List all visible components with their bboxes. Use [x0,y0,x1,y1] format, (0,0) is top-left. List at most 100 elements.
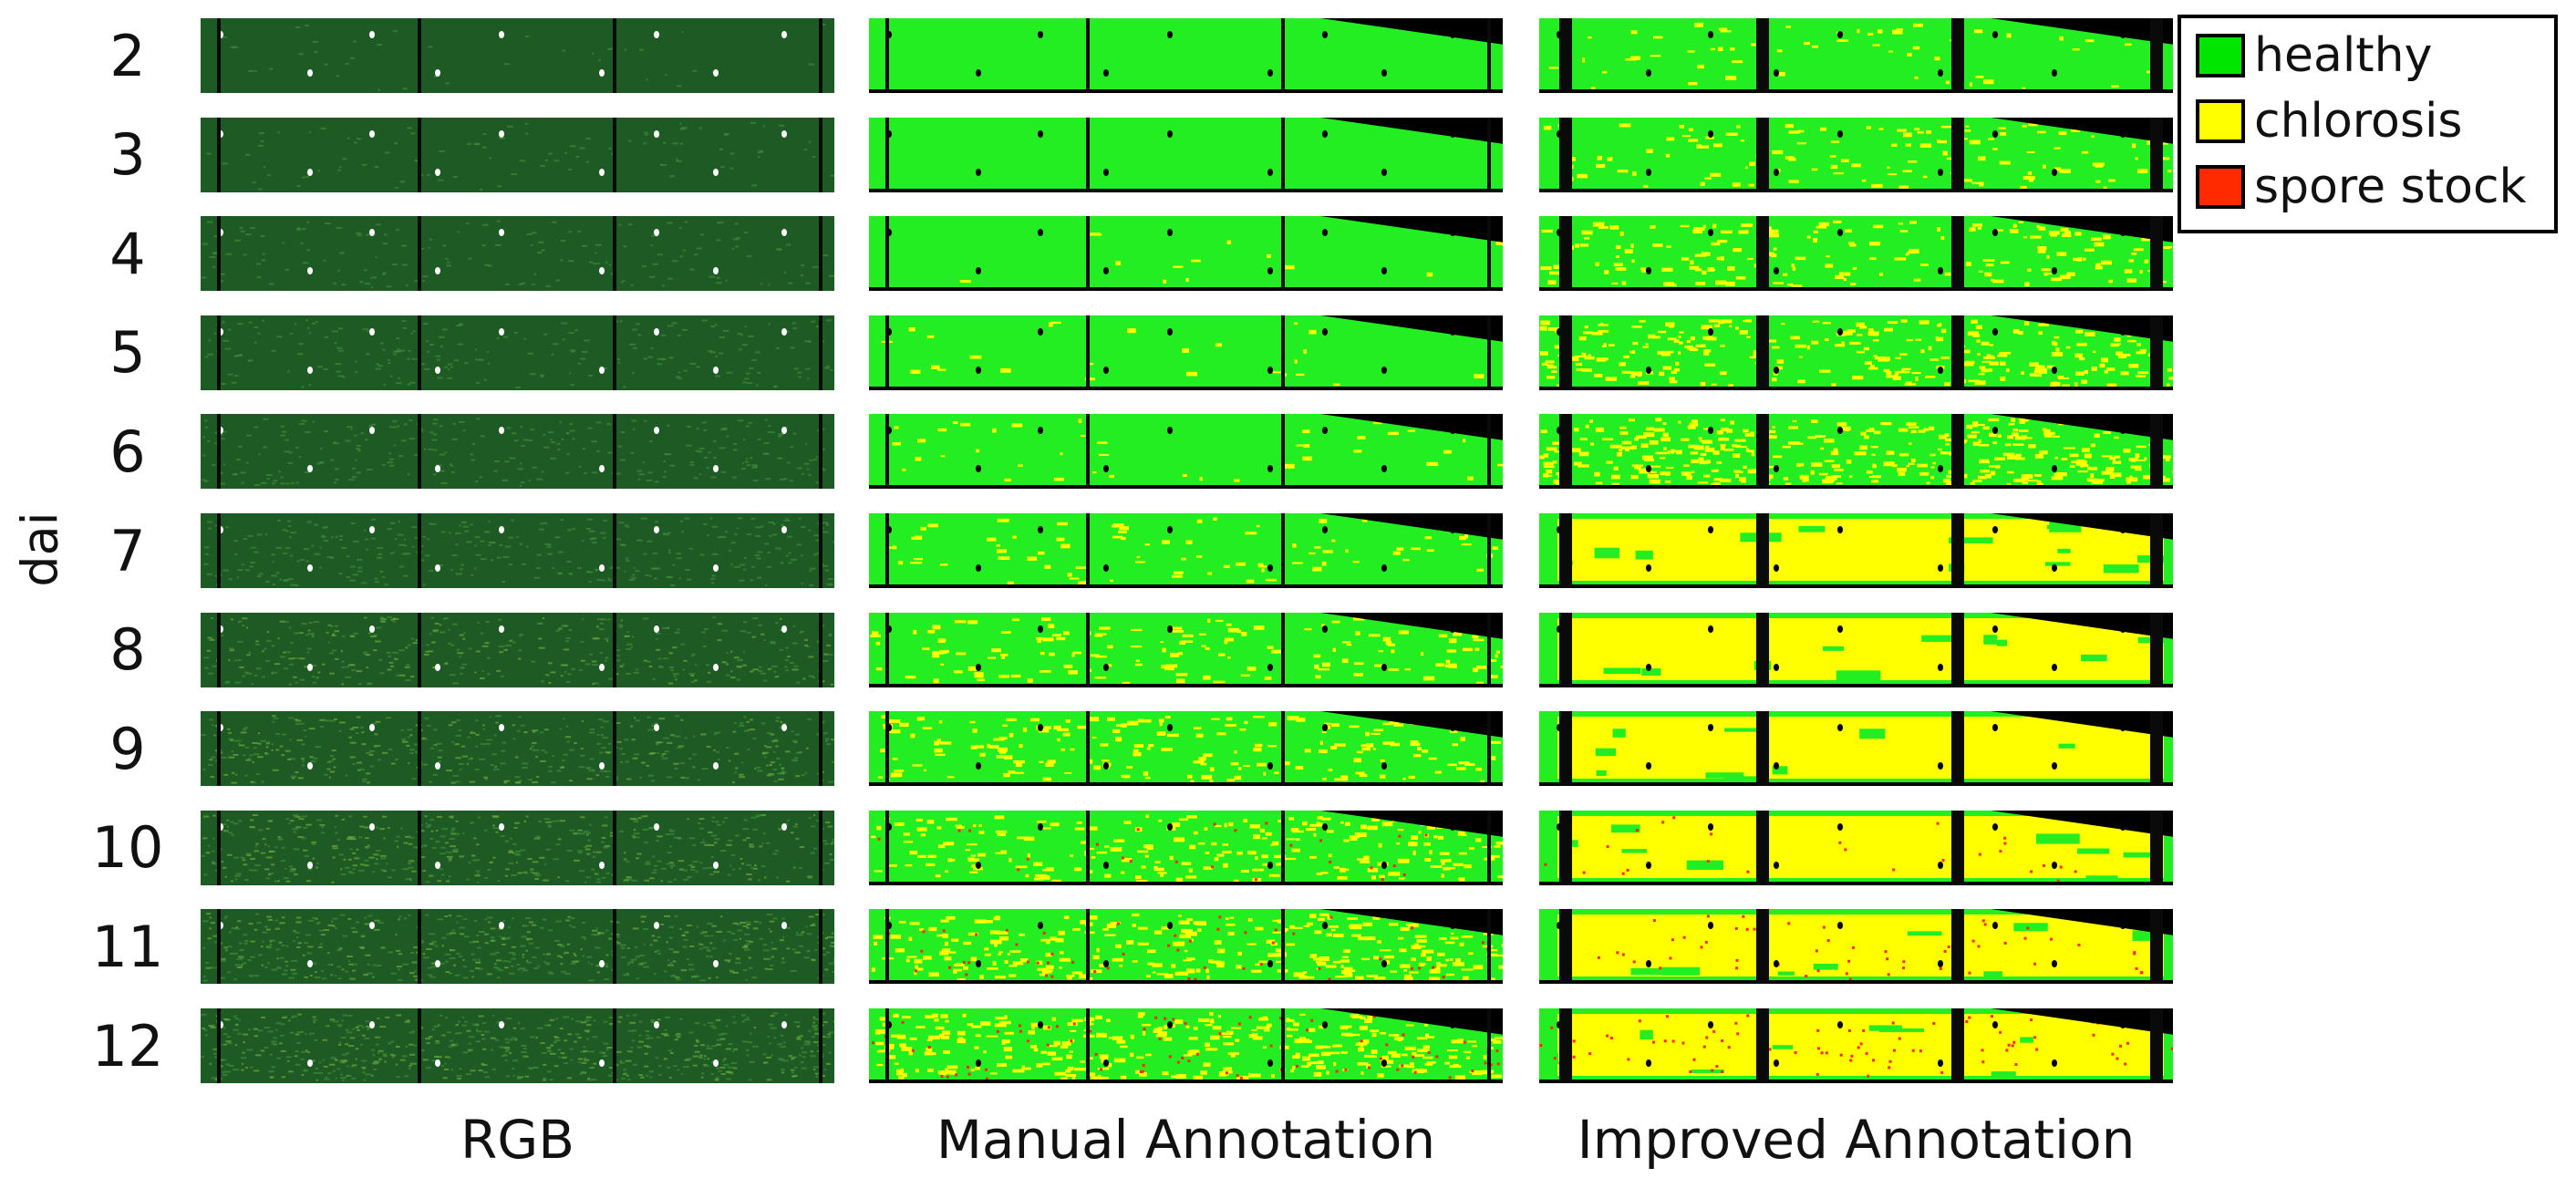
leaf-texture [700,1072,705,1075]
segment-separator [217,513,221,588]
leaf-texture [372,1053,376,1056]
leaf-texture [807,377,810,380]
marker-dot [1267,663,1273,671]
leaf-texture [484,641,490,644]
chlorosis-speck [916,818,924,822]
leaf-texture [714,324,718,326]
leaf-body [201,117,834,192]
leaf-texture [209,916,212,919]
segment-separator [885,414,889,490]
marker-dot [307,465,313,473]
leaf-texture [608,937,613,940]
leaf-texture [489,156,491,159]
leaf-texture [742,839,747,842]
chlorosis-speck [1453,631,1463,636]
leaf-texture [481,1022,487,1025]
leaf-texture [284,961,288,964]
leaf-texture [352,970,357,973]
leaf-texture [698,943,701,946]
leaf-texture [717,622,723,625]
leaf-texture [264,752,268,755]
leaf-texture [295,936,299,939]
leaf-texture [701,421,708,424]
leaf-texture [779,648,783,651]
leaf-texture [336,227,342,230]
leaf-texture [353,40,357,43]
leaf-texture [468,257,472,260]
leaf-texture [334,441,336,444]
leaf-texture [707,671,711,674]
chlorosis-speck [1045,966,1054,970]
row-label: 10 [91,814,164,882]
segment-separator [1086,711,1090,787]
leaf-texture [804,367,811,370]
leaf-texture [803,463,810,466]
chlorosis-speck [1318,667,1330,670]
leaf-texture [497,184,502,187]
leaf-texture [234,1044,238,1047]
chlorosis-speck [996,755,1009,759]
leaf-texture [788,562,792,564]
leaf-texture [503,1054,508,1057]
chlorosis-speck [1411,957,1416,962]
leaf-texture [717,536,722,539]
chlorosis-speck [1116,724,1124,728]
leaf-texture [214,941,220,944]
chlorosis-speck [1216,853,1225,857]
leaf-texture [512,1074,515,1077]
marker-dot [1267,762,1273,770]
leaf-texture [324,336,329,338]
leaf-texture [595,252,597,254]
leaf-texture [577,1037,582,1039]
leaf-texture [288,822,291,824]
leaf-texture [592,855,596,858]
chlorosis-speck [1420,953,1426,957]
leaf-texture [269,1076,274,1079]
leaf-texture [732,1021,737,1024]
leaf-texture [568,780,573,782]
leaf-texture [688,863,694,866]
leaf-texture [490,936,495,939]
chlorosis-speck [1218,653,1226,656]
leaf-texture [329,556,335,559]
chlorosis-speck [1156,731,1166,737]
leaf-texture [409,734,413,737]
leaf-texture [561,971,564,974]
leaf-texture [746,1054,750,1057]
chlorosis-speck [1361,747,1371,751]
leaf-texture [598,1051,605,1054]
leaf-texture [698,1054,703,1057]
leaf-texture [823,842,829,845]
leaf-texture [746,924,751,926]
chlorosis-speck [970,745,978,750]
leaf-texture [308,632,316,635]
leaf-texture [303,1070,309,1072]
chlorosis-speck [1197,842,1205,845]
leaf-texture [624,1072,627,1075]
leaf-texture [388,749,393,751]
leaf-texture [511,957,517,960]
leaf-texture [492,1014,495,1017]
leaf-texture [396,674,400,677]
leaf-texture [287,520,292,522]
chlorosis-speck [1402,778,1406,780]
leaf-texture [280,482,285,485]
leaf-texture [429,522,432,525]
leaf-texture [395,759,398,761]
leaf-texture [518,648,522,651]
leaf-texture [427,823,432,826]
leaf-texture [447,368,450,371]
leaf-texture [512,724,515,727]
leaf-texture [634,717,636,719]
leaf-texture [233,355,239,357]
leaf-texture [314,523,319,526]
chlorosis-speck [1181,862,1192,865]
chlorosis-speck [1398,877,1405,880]
leaf-texture [271,644,275,646]
leaf-texture [280,1023,285,1026]
leaf-texture [484,942,489,945]
leaf-texture [668,845,672,848]
leaf-texture [585,1038,589,1040]
leaf-texture [826,644,831,646]
marker-dot [307,267,313,275]
